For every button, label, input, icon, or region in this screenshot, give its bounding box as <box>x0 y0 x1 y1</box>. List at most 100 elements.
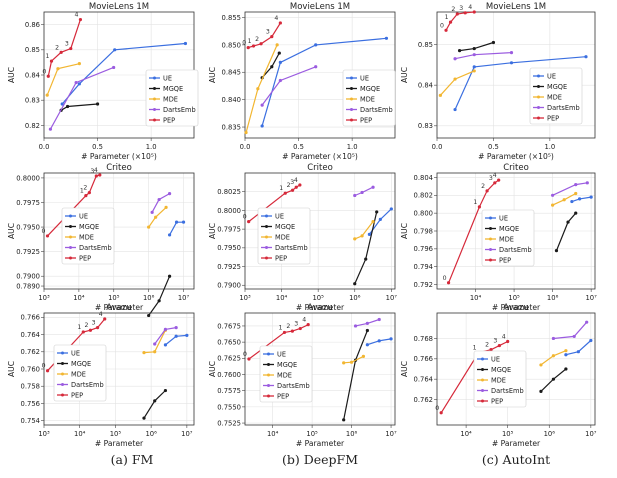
y-tick-label: 0.835 <box>222 123 241 131</box>
pep-point-label: 1 <box>248 38 252 45</box>
data-point-pep <box>439 411 443 415</box>
legend-marker-mde <box>267 373 270 377</box>
data-point-ue <box>564 353 568 357</box>
data-point-dartsemb <box>572 334 576 339</box>
data-point-dartsemb <box>153 342 157 346</box>
x-tick-label: 0.5 <box>92 143 103 151</box>
data-point-ue <box>577 197 582 201</box>
y-tick-label: 0.762 <box>414 396 433 404</box>
y-axis-label: AUC <box>7 223 16 239</box>
data-point-ue <box>384 36 389 40</box>
data-point-pep <box>278 21 282 25</box>
data-point-ue <box>183 41 188 46</box>
data-point-pep <box>489 348 493 352</box>
pep-point-label: 3 <box>294 321 298 328</box>
series-line-mde <box>148 206 167 228</box>
legend-marker-pep <box>69 256 72 260</box>
data-point-mgqe <box>554 249 559 253</box>
y-tick-label: 0.758 <box>21 383 40 391</box>
data-point-ue <box>584 55 588 59</box>
y-tick-label: 0.7900 <box>217 282 241 290</box>
legend-label-mgqe: MGQE <box>360 85 380 93</box>
legend-marker-pep <box>265 256 268 260</box>
pep-point-label: 1 <box>445 14 449 21</box>
legend-box <box>529 67 583 125</box>
data-point-dartsemb <box>48 127 53 131</box>
x-tick-label: 10⁶ <box>346 430 358 438</box>
x-tick-label: 10⁴ <box>74 430 86 438</box>
legend-label-mde: MDE <box>499 235 514 243</box>
x-tick-label: 10⁶ <box>544 430 556 438</box>
x-tick-label: 10⁶ <box>349 294 361 302</box>
pep-point-label: 1 <box>279 185 283 192</box>
x-tick-label: 10⁵ <box>502 430 514 438</box>
data-point-dartsemb <box>174 326 178 330</box>
data-point-pep <box>246 46 250 50</box>
legend-marker-ue <box>267 352 270 356</box>
legend-marker-mde <box>489 237 492 241</box>
data-point-mgqe <box>342 418 346 422</box>
data-point-pep <box>472 10 476 14</box>
data-point-pep <box>45 369 50 373</box>
data-point-mde <box>153 350 157 354</box>
pep-point-label: 2 <box>55 44 59 51</box>
data-point-mgqe <box>153 399 157 403</box>
legend-label-dartsemb: DartsEmb <box>277 382 310 390</box>
data-point-ue <box>185 333 189 337</box>
series-line-dartsemb <box>151 193 170 213</box>
legend-label-dartsemb: DartsEmb <box>360 106 393 114</box>
pep-point-label: 2 <box>287 182 291 189</box>
data-point-pep <box>306 323 310 327</box>
y-tick-label: 0.794 <box>414 263 433 271</box>
x-tick-label: 0.5 <box>488 143 499 151</box>
legend-box <box>342 69 396 127</box>
data-point-mde <box>154 215 158 219</box>
data-point-ue <box>174 220 179 224</box>
legend-marker-dartsemb <box>153 108 156 111</box>
x-axis-label: # Parameter <box>95 303 144 312</box>
y-tick-label: 0.762 <box>21 348 40 356</box>
data-point-mde <box>361 354 366 358</box>
legend-box <box>259 345 313 403</box>
plot-title: Avazu <box>106 303 131 313</box>
data-point-mgqe <box>270 65 274 69</box>
data-point-ue <box>367 232 371 236</box>
data-point-pep <box>283 191 287 195</box>
legend-marker-pep <box>153 118 156 122</box>
pep-point-label: 4 <box>294 177 298 184</box>
plot-title: Criteo <box>106 163 132 173</box>
data-point-pep <box>290 188 295 192</box>
legend-label-pep: PEP <box>277 392 289 400</box>
data-point-ue <box>389 207 393 211</box>
data-point-mde <box>353 237 357 241</box>
data-point-pep <box>81 330 85 334</box>
legend-label-mde: MDE <box>275 233 290 241</box>
series-line-mgqe <box>343 330 368 420</box>
legend-label-dartsemb: DartsEmb <box>163 106 196 114</box>
data-point-mde <box>539 363 543 367</box>
legend-marker-mgqe <box>350 87 353 90</box>
data-point-pep <box>463 11 467 15</box>
legend-marker-mde <box>481 378 484 382</box>
legend-label-mde: MDE <box>79 233 94 241</box>
data-point-mgqe <box>167 274 172 278</box>
data-point-pep <box>247 357 251 361</box>
data-point-ue <box>589 195 593 199</box>
data-point-pep <box>78 17 83 22</box>
data-point-ue <box>163 343 168 347</box>
data-point-pep <box>294 185 298 189</box>
y-tick-label: 0.798 <box>414 227 433 235</box>
y-tick-label: 0.83 <box>25 97 40 105</box>
y-tick-label: 0.766 <box>414 355 433 363</box>
data-point-dartsemb <box>472 53 476 57</box>
data-point-dartsemb <box>360 190 364 195</box>
y-axis-label: AUC <box>400 361 409 377</box>
legend-label-ue: UE <box>71 349 80 357</box>
pep-point-label: 4 <box>74 12 78 19</box>
data-point-pep <box>95 326 100 330</box>
plot-frame <box>43 312 195 426</box>
data-point-dartsemb <box>163 327 168 331</box>
data-point-mgqe <box>472 46 476 51</box>
legend-marker-mde <box>265 235 268 239</box>
legend-marker-ue <box>153 76 156 80</box>
